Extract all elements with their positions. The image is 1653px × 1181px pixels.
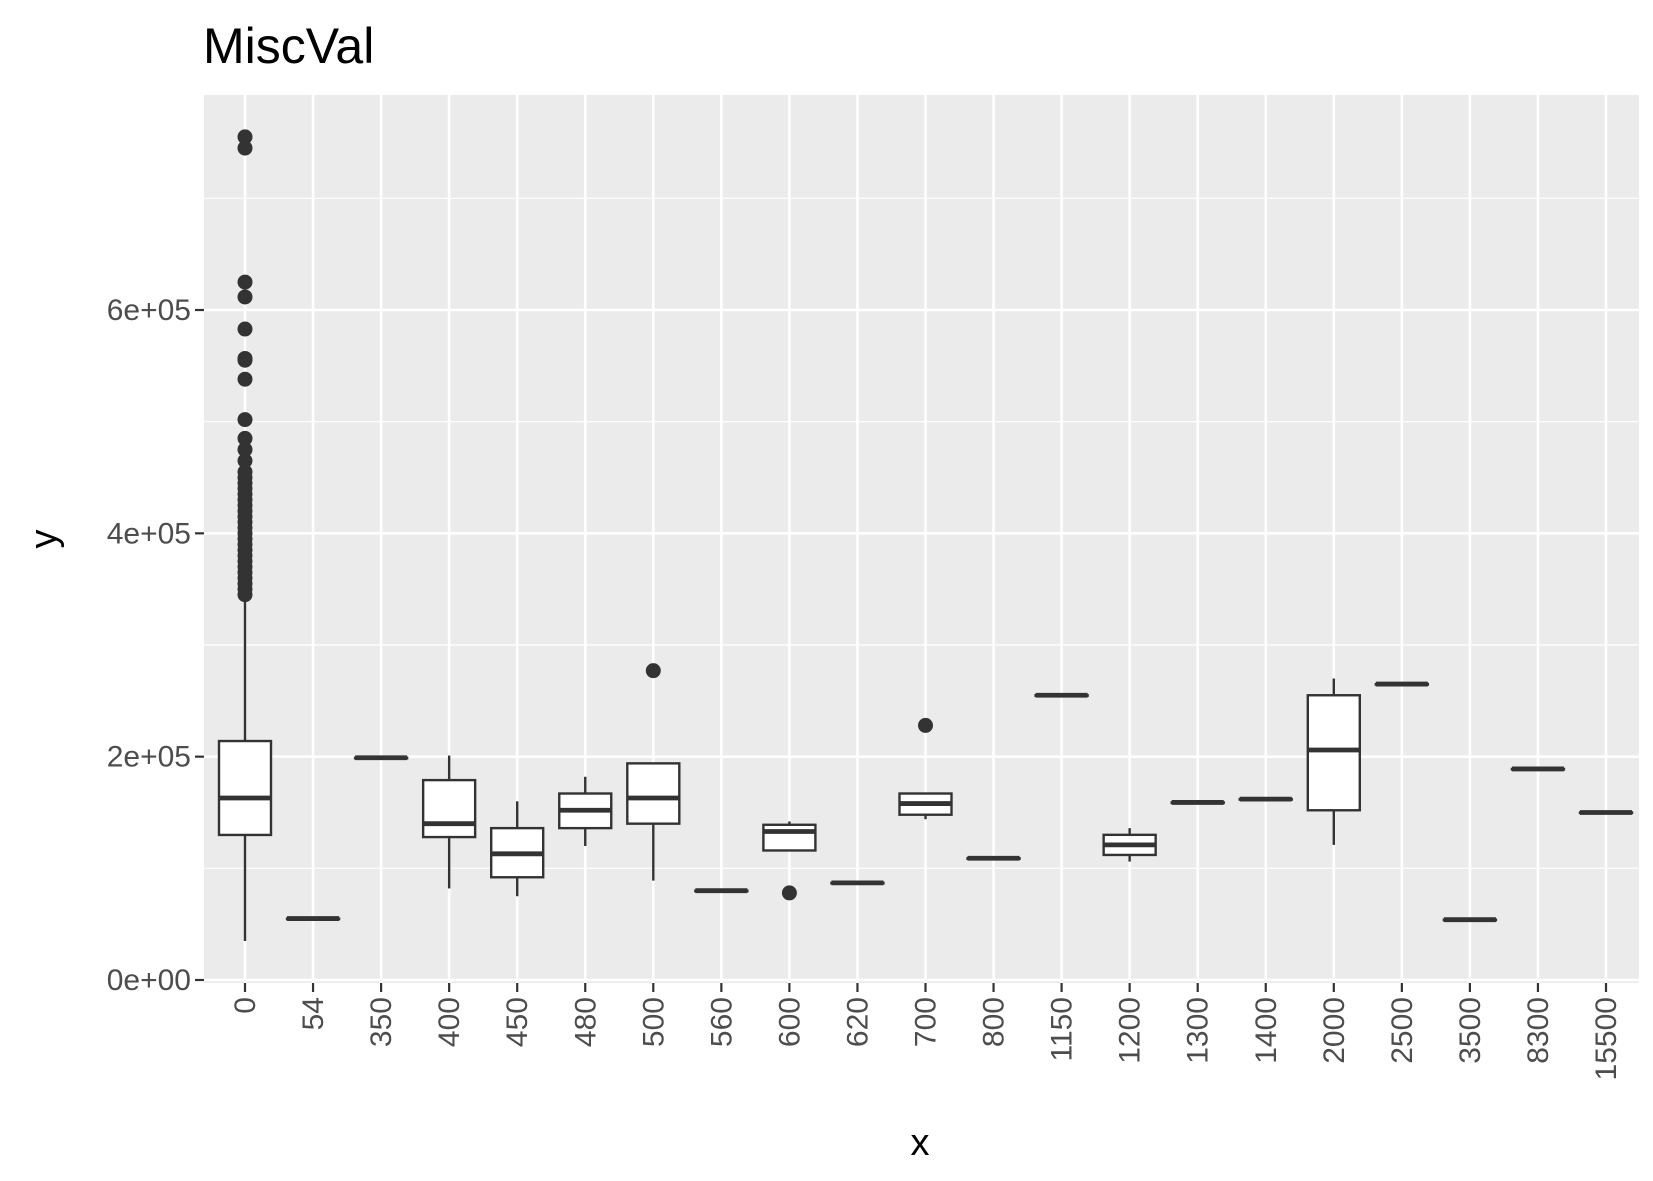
outlier-point xyxy=(237,140,253,156)
plot-panel xyxy=(204,95,1639,983)
x-tick-label: 0 xyxy=(229,997,262,1014)
chart-title: MiscVal xyxy=(203,18,374,74)
y-axis-title: y xyxy=(23,530,65,549)
box-3500 xyxy=(1442,917,1498,923)
box-8300 xyxy=(1510,766,1566,772)
x-tick-label: 15500 xyxy=(1590,997,1623,1080)
x-tick-label: 1200 xyxy=(1114,997,1147,1064)
box-body xyxy=(421,778,477,839)
box-800 xyxy=(966,855,1021,861)
box-500 xyxy=(626,663,681,881)
x-tick-label: 2500 xyxy=(1386,997,1419,1064)
box-480 xyxy=(558,776,613,846)
x-tick-label: 620 xyxy=(841,997,874,1047)
outlier-point xyxy=(237,464,253,480)
box-15500 xyxy=(1578,810,1634,815)
x-axis-title: x xyxy=(911,1122,930,1164)
y-tick-label: 4e+05 xyxy=(107,517,191,550)
box-350 xyxy=(353,755,409,761)
box-body xyxy=(762,823,817,852)
x-axis: 0 54 350 400 450 480 500 560 600 620 700 800 1150 120… xyxy=(229,983,1623,1080)
y-tick-label: 2e+05 xyxy=(107,741,191,774)
x-tick-label: 450 xyxy=(501,997,534,1047)
x-tick-label: 1400 xyxy=(1250,997,1283,1064)
box-54 xyxy=(285,916,341,921)
x-tick-label: 800 xyxy=(978,997,1011,1047)
box-450 xyxy=(490,801,545,897)
outlier-point xyxy=(237,412,253,428)
outlier-point xyxy=(237,289,253,305)
x-tick-label: 1300 xyxy=(1182,997,1215,1064)
outlier-point xyxy=(237,321,253,337)
x-tick-label: 500 xyxy=(637,997,670,1047)
outlier-point xyxy=(237,350,253,366)
box-2000 xyxy=(1306,678,1362,845)
outlier-point xyxy=(645,663,661,679)
outlier-point xyxy=(237,371,253,387)
box-560 xyxy=(694,888,749,894)
box-620 xyxy=(830,880,885,886)
x-tick-label: 1150 xyxy=(1046,997,1079,1062)
y-axis: 0e+00 2e+05 4e+05 6e+05 xyxy=(107,294,204,997)
outlier-point xyxy=(781,885,797,901)
box-body xyxy=(626,762,681,825)
outlier-point xyxy=(918,717,933,733)
box-body xyxy=(217,739,273,837)
outlier-point xyxy=(237,430,253,446)
box-2500 xyxy=(1374,681,1430,687)
outlier-point xyxy=(237,453,253,469)
box-1200 xyxy=(1102,828,1157,862)
box-series xyxy=(217,129,1634,942)
x-tick-label: 700 xyxy=(910,997,943,1047)
box-body xyxy=(1306,694,1362,812)
x-tick-label: 600 xyxy=(773,997,806,1047)
grid-minor-lines xyxy=(204,197,1639,869)
box-400 xyxy=(421,755,477,889)
x-tick-label: 480 xyxy=(569,997,602,1047)
box-1400 xyxy=(1238,796,1293,802)
outlier-point xyxy=(237,129,253,145)
x-tick-label: 560 xyxy=(705,997,738,1047)
box-1300 xyxy=(1170,800,1225,805)
y-tick-label: 0e+00 xyxy=(107,964,191,997)
box-1150 xyxy=(1034,692,1089,698)
box-600 xyxy=(762,821,817,901)
outlier-point xyxy=(237,274,253,290)
outlier-point xyxy=(237,442,253,458)
y-tick-label: 6e+05 xyxy=(107,294,191,327)
x-tick-label: 2000 xyxy=(1318,997,1351,1064)
x-tick-label: 400 xyxy=(433,997,466,1047)
box-700 xyxy=(898,717,953,820)
x-tick-label: 350 xyxy=(365,997,398,1047)
x-tick-label: 3500 xyxy=(1454,997,1487,1064)
box-0 xyxy=(217,129,273,942)
x-tick-label: 8300 xyxy=(1522,997,1555,1064)
x-tick-label: 54 xyxy=(297,997,330,1030)
